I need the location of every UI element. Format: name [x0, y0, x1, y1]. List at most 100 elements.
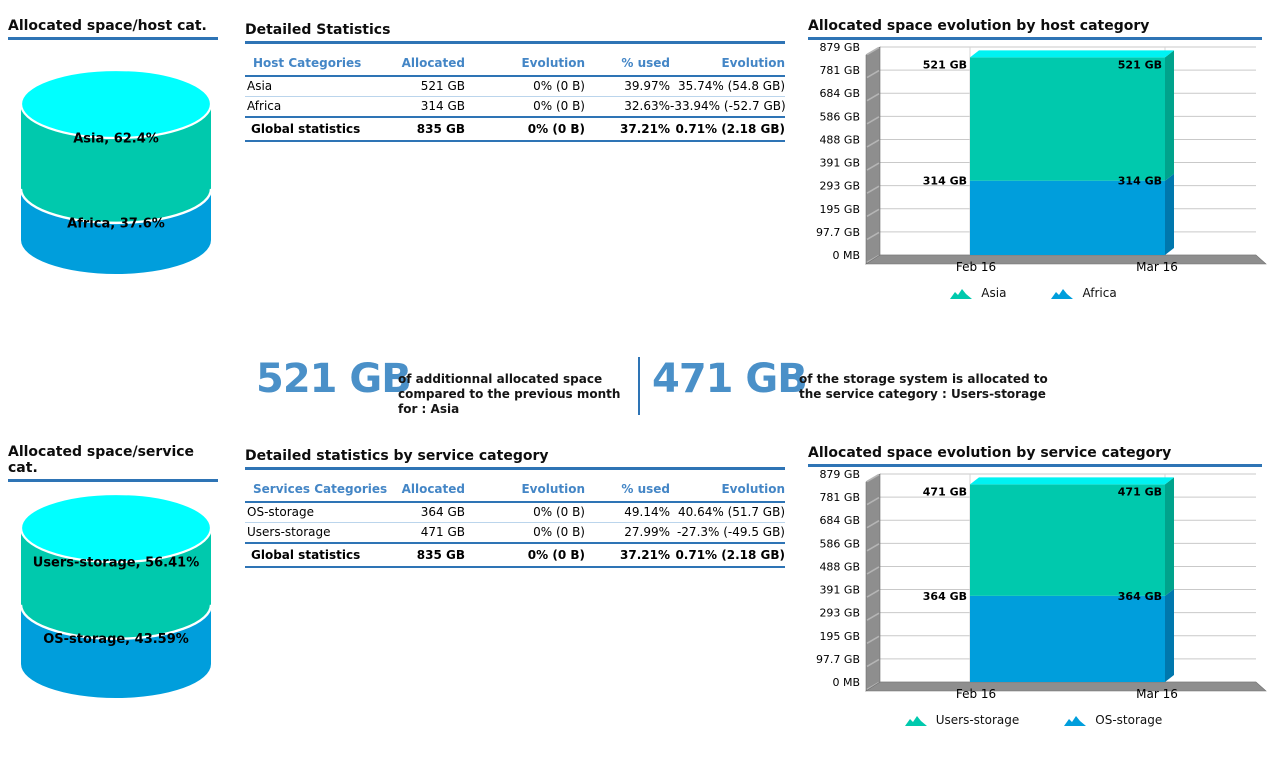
host-stats-panel: Detailed Statistics Host Categories Allo… [245, 22, 786, 142]
cell: 0% (0 B) [465, 542, 585, 568]
svg-text:781 GB: 781 GB [819, 491, 860, 504]
area-series-icon [904, 715, 927, 726]
table-row: Users-storage 471 GB 0% (0 B) 27.99% -27… [245, 522, 785, 544]
svg-text:488 GB: 488 GB [819, 133, 860, 146]
legend-item: OS-storage [1063, 713, 1162, 727]
svg-text:521 GB: 521 GB [923, 58, 967, 71]
cell: Users-storage [245, 522, 395, 544]
service-chart-legend: Users-storage OS-storage [798, 713, 1268, 727]
svg-text:471 GB: 471 GB [1118, 485, 1162, 498]
svg-text:684 GB: 684 GB [819, 87, 860, 100]
svg-text:586 GB: 586 GB [819, 537, 860, 550]
cell: 0.71% (2.18 GB) [670, 116, 785, 142]
host-evolution-panel: Allocated space evolution by host catego… [808, 18, 1262, 40]
legend-label: Asia [981, 286, 1007, 300]
cell: 835 GB [395, 116, 465, 142]
svg-text:0 MB: 0 MB [832, 676, 860, 689]
service-stats-panel: Detailed statistics by service category … [245, 448, 785, 568]
cell: Africa [245, 96, 395, 118]
kpi-service-value: 471 GB [652, 356, 808, 402]
kpi-desc-keyword: Asia [430, 402, 460, 416]
svg-text:586 GB: 586 GB [819, 110, 860, 123]
cell: -33.94% (-52.7 GB) [670, 96, 786, 118]
cell: 364 GB [395, 502, 465, 523]
host-evolution-chart: 521 GB 521 GB 314 GB 314 GB 879 GB 781 GB 684 … [816, 41, 1267, 274]
cell: 49.14% [585, 502, 670, 523]
svg-text:364 GB: 364 GB [923, 590, 967, 603]
cell: 35.74% (54.8 GB) [670, 76, 785, 97]
kpi-divider [638, 357, 640, 415]
col-header: % used [585, 52, 670, 77]
legend-label: Africa [1082, 286, 1117, 300]
host-chart-legend: Asia Africa [798, 286, 1268, 300]
legend-label: Users-storage [935, 713, 1020, 727]
svg-text:Feb 16: Feb 16 [956, 260, 996, 274]
host-cylinder-pie-chart: Asia, 62.4% Africa, 37.6% [19, 68, 213, 274]
table-header-row: Host Categories Allocated Evolution % us… [245, 52, 785, 77]
col-header: Evolution [670, 52, 785, 77]
cell: 0.71% (2.18 GB) [670, 542, 785, 568]
cell: 27.99% [585, 522, 670, 544]
cell: 471 GB [395, 522, 465, 544]
cell: 0% (0 B) [465, 522, 585, 544]
svg-text:293 GB: 293 GB [819, 180, 860, 193]
service-evolution-chart: 471 GB 471 GB 364 GB 364 GB 879 GB 781 GB 684 … [816, 468, 1267, 701]
svg-text:391 GB: 391 GB [819, 584, 860, 597]
svg-text:Feb 16: Feb 16 [956, 687, 996, 701]
kpi-service-desc: of the storage system is allocated to th… [799, 372, 1051, 402]
svg-text:314 GB: 314 GB [923, 175, 967, 188]
svg-text:684 GB: 684 GB [819, 514, 860, 527]
legend-item: Asia [949, 286, 1006, 300]
table-row: Asia 521 GB 0% (0 B) 39.97% 35.74% (54.8… [245, 76, 785, 97]
legend-item: Users-storage [904, 713, 1020, 727]
svg-text:471 GB: 471 GB [923, 485, 967, 498]
table-total-row: Global statistics 835 GB 0% (0 B) 37.21%… [245, 542, 785, 568]
cell: 0% (0 B) [465, 76, 585, 97]
svg-text:781 GB: 781 GB [819, 64, 860, 77]
col-header: Evolution [670, 478, 785, 503]
title-rule [8, 37, 218, 40]
col-header: Allocated [395, 478, 465, 503]
cell: 0% (0 B) [465, 116, 585, 142]
col-header: Allocated [395, 52, 465, 77]
col-header: Evolution [465, 52, 585, 77]
cell: Global statistics [245, 542, 395, 568]
svg-text:314 GB: 314 GB [1118, 175, 1162, 188]
service-evolution-title: Allocated space evolution by service cat… [808, 445, 1172, 461]
cell: 37.21% [585, 542, 670, 568]
svg-text:Asia, 62.4%: Asia, 62.4% [73, 132, 159, 147]
host-evolution-title: Allocated space evolution by host catego… [808, 18, 1150, 34]
svg-text:364 GB: 364 GB [1118, 590, 1162, 603]
area-series-icon [1064, 715, 1087, 726]
title-rule [245, 41, 785, 44]
svg-text:879 GB: 879 GB [819, 41, 860, 54]
svg-text:293 GB: 293 GB [819, 607, 860, 620]
col-header: Host Categories [245, 52, 395, 77]
svg-text:97.7 GB: 97.7 GB [816, 653, 860, 666]
cell: OS-storage [245, 502, 395, 523]
svg-text:195 GB: 195 GB [819, 203, 860, 216]
cell: 0% (0 B) [465, 96, 585, 118]
svg-text:97.7 GB: 97.7 GB [816, 226, 860, 239]
host-pie-panel: Allocated space/host cat. [8, 18, 218, 40]
host-pie-title: Allocated space/host cat. [8, 18, 207, 34]
service-pie-title: Allocated space/service cat. [8, 444, 195, 476]
col-header: % used [585, 478, 670, 503]
area-series-icon [950, 288, 973, 299]
cell: -27.3% (-49.5 GB) [670, 522, 785, 544]
kpi-desc-text: of additionnal allocated space compared … [398, 372, 621, 416]
svg-text:488 GB: 488 GB [819, 560, 860, 573]
cell: Asia [245, 76, 395, 97]
title-rule [808, 464, 1262, 467]
cell: 32.63% [585, 96, 670, 118]
cell: 0% (0 B) [465, 502, 585, 523]
legend-item: Africa [1050, 286, 1117, 300]
svg-text:521 GB: 521 GB [1118, 58, 1162, 71]
title-rule [808, 37, 1262, 40]
service-cylinder-pie-chart: Users-storage, 56.41% OS-storage, 43.59% [19, 492, 213, 698]
service-pie-panel: Allocated space/service cat. [8, 444, 218, 482]
service-table-title: Detailed statistics by service category [245, 448, 549, 464]
host-stats-table: Host Categories Allocated Evolution % us… [245, 52, 786, 142]
col-header: Evolution [465, 478, 585, 503]
